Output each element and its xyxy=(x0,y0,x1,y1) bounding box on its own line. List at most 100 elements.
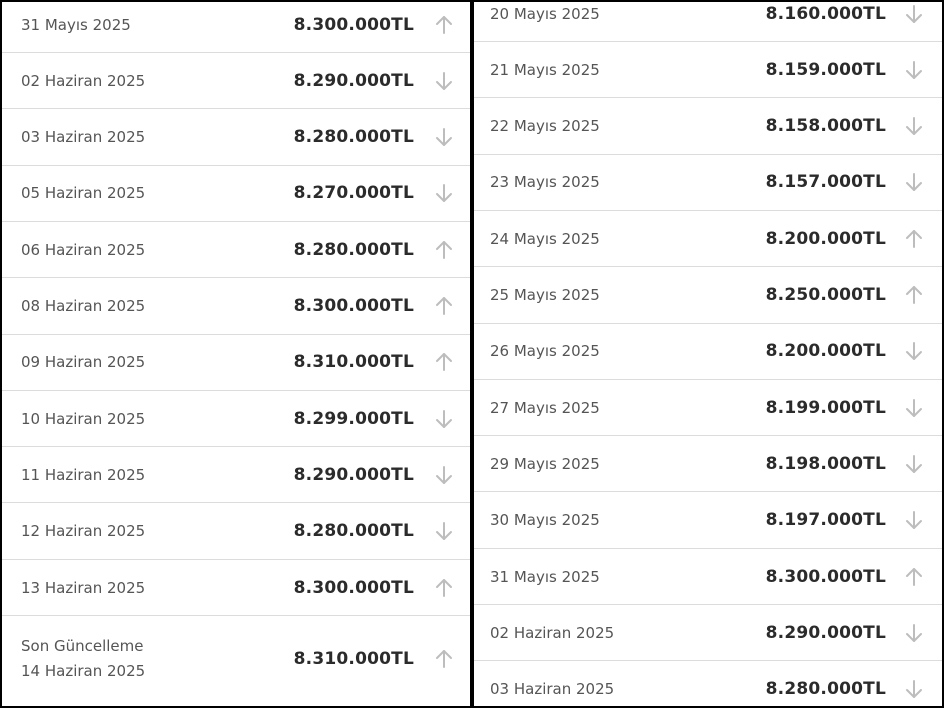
price-date: 06 Haziran 2025 xyxy=(21,240,146,259)
latest-update-title: Son Güncelleme xyxy=(21,637,144,656)
price-date: 20 Mayıs 2025 xyxy=(490,4,600,23)
price-row: 02 Haziran 2025 8.290.000TL xyxy=(2,53,470,110)
price-value: 8.290.000TL xyxy=(293,464,414,485)
latest-update-row: Son Güncelleme 14 Haziran 2025 8.310.000TL xyxy=(2,616,470,702)
arrow-up-icon xyxy=(904,228,924,250)
price-date: 05 Haziran 2025 xyxy=(21,184,146,203)
price-row: 24 Mayıs 2025 8.200.000TL xyxy=(474,211,942,268)
price-row: 03 Haziran 2025 8.280.000TL xyxy=(2,110,470,166)
price-value: 8.270.000TL xyxy=(293,183,414,204)
price-row: 13 Haziran 2025 8.300.000TL xyxy=(2,560,470,616)
latest-update-label: Son Güncelleme 14 Haziran 2025 xyxy=(21,634,145,684)
arrow-down-icon xyxy=(904,115,924,137)
arrow-down-icon xyxy=(904,340,924,362)
arrow-up-icon xyxy=(434,239,454,261)
price-date: 31 Mayıs 2025 xyxy=(490,567,600,586)
price-value: 8.300.000TL xyxy=(293,296,414,316)
price-value: 8.157.000TL xyxy=(765,172,886,193)
price-row: 20 Mayıs 2025 8.160.000TL xyxy=(474,2,942,42)
price-value: 8.300.000TL xyxy=(765,566,886,587)
price-row: 31 Mayıs 2025 8.300.000TL xyxy=(2,2,470,53)
price-value: 8.200.000TL xyxy=(765,228,886,249)
price-date: 12 Haziran 2025 xyxy=(21,522,146,541)
arrow-down-icon xyxy=(904,3,924,25)
price-date: 29 Mayıs 2025 xyxy=(490,454,600,473)
arrow-down-icon xyxy=(434,126,454,148)
price-row: 08 Haziran 2025 8.300.000TL xyxy=(2,279,470,335)
arrow-down-icon xyxy=(904,171,924,193)
arrow-down-icon xyxy=(904,397,924,419)
price-value: 8.198.000TL xyxy=(765,453,886,474)
price-date: 23 Mayıs 2025 xyxy=(490,173,600,192)
price-row: 31 Mayıs 2025 8.300.000TL xyxy=(474,549,942,605)
price-value: 8.290.000TL xyxy=(765,622,886,643)
price-row: 02 Haziran 2025 8.290.000TL xyxy=(474,605,942,662)
price-date: 11 Haziran 2025 xyxy=(21,465,146,484)
price-row: 09 Haziran 2025 8.310.000TL xyxy=(2,335,470,391)
arrow-down-icon xyxy=(434,70,454,92)
price-row: 21 Mayıs 2025 8.159.000TL xyxy=(474,42,942,99)
arrow-down-icon xyxy=(904,453,924,475)
price-date: 31 Mayıs 2025 xyxy=(21,15,131,34)
price-value: 8.280.000TL xyxy=(293,127,414,148)
price-date: 03 Haziran 2025 xyxy=(490,680,615,699)
price-date: 13 Haziran 2025 xyxy=(21,578,146,597)
price-date: 10 Haziran 2025 xyxy=(21,409,146,428)
price-row: 26 Mayıs 2025 8.200.000TL xyxy=(474,324,942,380)
price-value: 8.199.000TL xyxy=(765,397,886,418)
price-value: 8.310.000TL xyxy=(293,352,414,373)
price-value: 8.159.000TL xyxy=(765,59,886,80)
latest-price-value: 8.310.000TL xyxy=(293,649,414,670)
price-row: 12 Haziran 2025 8.280.000TL xyxy=(2,504,470,560)
price-value: 8.280.000TL xyxy=(293,239,414,260)
price-value: 8.160.000TL xyxy=(765,3,886,24)
price-row: 27 Mayıs 2025 8.199.000TL xyxy=(474,380,942,437)
price-date: 24 Mayıs 2025 xyxy=(490,229,600,248)
arrow-up-icon xyxy=(434,14,454,36)
price-date: 22 Mayıs 2025 xyxy=(490,117,600,136)
arrow-up-icon xyxy=(434,351,454,373)
arrow-down-icon xyxy=(904,622,924,644)
arrow-up-icon xyxy=(904,566,924,588)
price-row: 11 Haziran 2025 8.290.000TL xyxy=(2,447,470,504)
arrow-down-icon xyxy=(434,520,454,542)
arrow-up-icon xyxy=(434,648,454,670)
arrow-down-icon xyxy=(904,678,924,700)
price-date: 25 Mayıs 2025 xyxy=(490,286,600,304)
price-date: 02 Haziran 2025 xyxy=(21,71,146,90)
price-date: 09 Haziran 2025 xyxy=(21,353,146,372)
arrow-up-icon xyxy=(434,295,454,317)
price-row: 29 Mayıs 2025 8.198.000TL xyxy=(474,436,942,493)
price-row: 05 Haziran 2025 8.270.000TL xyxy=(2,166,470,222)
arrow-down-icon xyxy=(904,509,924,531)
price-history-list-left: 31 Mayıs 2025 8.300.000TL 02 Haziran 2025 8… xyxy=(2,2,470,706)
price-row: 03 Haziran 2025 8.280.000TL xyxy=(474,662,942,706)
price-date: 30 Mayıs 2025 xyxy=(490,511,600,530)
arrow-down-icon xyxy=(904,59,924,81)
price-date: 26 Mayıs 2025 xyxy=(490,342,600,361)
price-row: 10 Haziran 2025 8.299.000TL xyxy=(2,391,470,448)
price-row: 30 Mayıs 2025 8.197.000TL xyxy=(474,493,942,549)
price-value: 8.158.000TL xyxy=(765,116,886,137)
price-row: 06 Haziran 2025 8.280.000TL xyxy=(2,222,470,279)
price-value: 8.300.000TL xyxy=(293,14,414,35)
price-row: 25 Mayıs 2025 8.250.000TL xyxy=(474,268,942,324)
price-value: 8.197.000TL xyxy=(765,510,886,531)
price-value: 8.250.000TL xyxy=(765,285,886,305)
price-value: 8.299.000TL xyxy=(293,408,414,429)
price-date: 27 Mayıs 2025 xyxy=(490,398,600,417)
price-date: 08 Haziran 2025 xyxy=(21,297,146,315)
price-date: 21 Mayıs 2025 xyxy=(490,60,600,79)
price-date: 02 Haziran 2025 xyxy=(490,623,615,642)
price-value: 8.200.000TL xyxy=(765,341,886,362)
latest-update-date: 14 Haziran 2025 xyxy=(21,662,146,681)
arrow-down-icon xyxy=(434,408,454,430)
price-value: 8.300.000TL xyxy=(293,577,414,598)
price-history-list-right: 20 Mayıs 2025 8.160.000TL 21 Mayıs 2025 8.1… xyxy=(474,2,942,706)
price-value: 8.280.000TL xyxy=(765,679,886,700)
arrow-up-icon xyxy=(434,577,454,599)
price-value: 8.290.000TL xyxy=(293,70,414,91)
arrow-down-icon xyxy=(434,182,454,204)
price-row: 22 Mayıs 2025 8.158.000TL xyxy=(474,99,942,155)
price-value: 8.280.000TL xyxy=(293,521,414,542)
